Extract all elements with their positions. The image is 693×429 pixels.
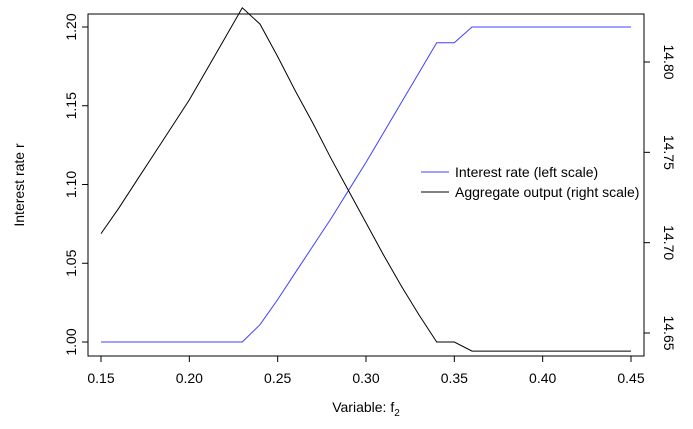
x-tick-label: 0.40: [529, 370, 556, 386]
y-right-axis: 14.65 14.70 14.75 14.80: [644, 44, 677, 351]
y-left-tick-label: 1.05: [63, 249, 79, 276]
legend: Interest rate (left scale) Aggregate outp…: [421, 164, 639, 200]
legend-label-1: Aggregate output (right scale): [455, 184, 639, 200]
x-axis-title: Variable: f2: [332, 399, 400, 419]
x-axis: 0.15 0.20 0.25 0.30 0.35 0.40 0.45: [87, 356, 645, 386]
y-left-tick-label: 1.15: [63, 92, 79, 119]
y-left-tick-label: 1.20: [63, 13, 79, 40]
y-right-tick-label: 14.65: [661, 315, 677, 350]
series-line-0: [101, 26, 631, 343]
y-right-tick-label: 14.80: [661, 44, 677, 79]
y-right-tick-label: 14.75: [661, 135, 677, 170]
x-axis-title-main: Variable: f: [332, 399, 394, 415]
x-tick-label: 0.45: [617, 370, 644, 386]
y-right-tick-label: 14.70: [661, 225, 677, 260]
series-group: [100, 7, 631, 352]
y-left-tick-label: 1.10: [63, 171, 79, 198]
x-tick-label: 0.15: [87, 370, 114, 386]
x-tick-label: 0.25: [264, 370, 291, 386]
y-left-axis-title: Interest rate r: [11, 143, 27, 227]
x-tick-label: 0.30: [352, 370, 379, 386]
legend-label-0: Interest rate (left scale): [455, 164, 598, 180]
y-left-tick-label: 1.00: [63, 328, 79, 355]
x-tick-label: 0.20: [176, 370, 203, 386]
series-line-1: [100, 7, 631, 352]
y-left-axis: 1.00 1.05 1.10 1.15 1.20: [63, 13, 88, 356]
x-axis-title-subscript: 2: [394, 408, 400, 419]
x-tick-label: 0.35: [441, 370, 468, 386]
